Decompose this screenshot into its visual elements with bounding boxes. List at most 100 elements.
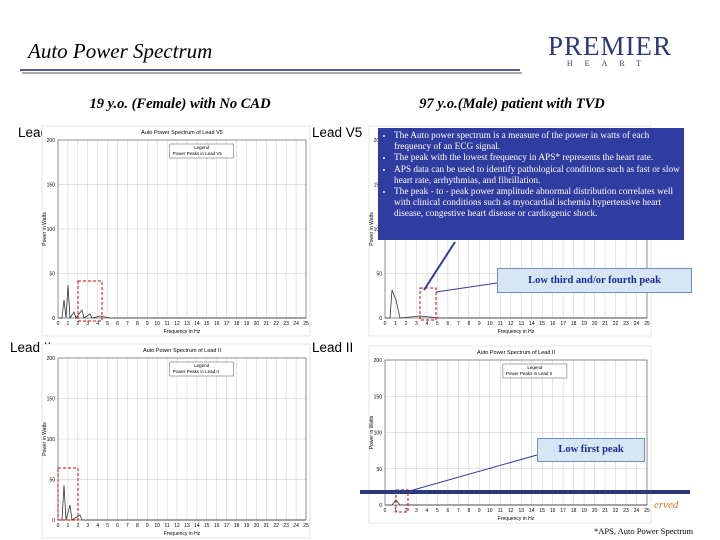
x-tick-label: 6 bbox=[116, 523, 119, 529]
legend-entry: Power Peaks in Lead V5 bbox=[173, 151, 223, 156]
x-tick-label: 5 bbox=[436, 508, 439, 514]
x-tick-label: 11 bbox=[165, 523, 170, 529]
chart-title: Auto Power Spectrum of Lead V5 bbox=[141, 130, 223, 136]
x-tick-label: 3 bbox=[415, 508, 418, 514]
y-tick-label: 50 bbox=[49, 272, 55, 278]
y-tick-label: 200 bbox=[47, 138, 56, 144]
x-tick-label: 16 bbox=[214, 523, 220, 529]
x-tick-label: 23 bbox=[623, 508, 629, 514]
x-tick-label: 24 bbox=[293, 321, 299, 327]
x-tick-label: 22 bbox=[273, 321, 279, 327]
y-tick-label: 100 bbox=[47, 437, 56, 443]
spectrum-curve bbox=[58, 484, 306, 521]
x-tick-label: 9 bbox=[478, 508, 481, 514]
x-tick-label: 16 bbox=[214, 321, 220, 327]
x-tick-label: 17 bbox=[560, 508, 566, 514]
x-tick-label: 0 bbox=[57, 523, 60, 529]
x-tick-label: 4 bbox=[96, 321, 99, 327]
x-tick-label: 7 bbox=[457, 321, 460, 327]
x-tick-label: 18 bbox=[571, 321, 577, 327]
x-tick-label: 12 bbox=[508, 508, 514, 514]
rights: erved bbox=[654, 499, 679, 511]
x-tick-label: 5 bbox=[436, 321, 439, 327]
y-tick-label: 150 bbox=[374, 183, 383, 189]
y-tick-label: 50 bbox=[49, 478, 55, 484]
x-tick-label: 18 bbox=[234, 321, 240, 327]
x-tick-label: 2 bbox=[76, 523, 79, 529]
x-tick-label: 22 bbox=[613, 321, 619, 327]
x-tick-label: 2 bbox=[405, 321, 408, 327]
y-axis-label: Power in Watts bbox=[369, 415, 375, 449]
x-tick-label: 6 bbox=[446, 508, 449, 514]
x-tick-label: 11 bbox=[165, 321, 170, 327]
bullet: The Auto power spectrum is a measure of … bbox=[394, 131, 680, 153]
lead-label: Lead II bbox=[10, 340, 51, 355]
y-axis-label: Power in Watts bbox=[42, 422, 48, 456]
pointer bbox=[423, 241, 456, 291]
x-tick-label: 8 bbox=[467, 321, 470, 327]
bullet: The peak - to - peak power amplitude abn… bbox=[394, 187, 680, 221]
plot-area bbox=[41, 343, 311, 539]
x-tick-label: 3 bbox=[415, 321, 418, 327]
x-tick-label: 22 bbox=[273, 523, 279, 529]
highlight bbox=[57, 467, 79, 521]
x-tick-label: 8 bbox=[136, 321, 139, 327]
x-axis-label: Frequency in Hz bbox=[498, 329, 535, 335]
legend-title: Legend bbox=[527, 365, 543, 370]
x-tick-label: 25 bbox=[644, 508, 650, 514]
bullet: APS data can be used to identify patholo… bbox=[394, 165, 680, 187]
x-tick-label: 10 bbox=[487, 321, 493, 327]
logo: PREMIER bbox=[548, 31, 672, 61]
x-tick-label: 9 bbox=[478, 321, 481, 327]
x-tick-label: 13 bbox=[184, 523, 190, 529]
x-tick-label: 20 bbox=[254, 321, 260, 327]
x-tick-label: 25 bbox=[303, 321, 309, 327]
x-tick-label: 18 bbox=[571, 508, 577, 514]
highlight bbox=[77, 280, 103, 322]
x-tick-label: 4 bbox=[426, 321, 429, 327]
x-tick-label: 22 bbox=[613, 508, 619, 514]
x-tick-label: 23 bbox=[623, 321, 629, 327]
y-tick-label: 150 bbox=[47, 183, 56, 189]
x-tick-label: 13 bbox=[184, 321, 190, 327]
x-axis-label: Frequency in Hz bbox=[498, 516, 535, 522]
legend bbox=[169, 361, 234, 377]
y-tick-label: 0 bbox=[379, 503, 382, 509]
pointer bbox=[435, 282, 498, 293]
x-tick-label: 15 bbox=[204, 523, 210, 529]
x-tick-label: 20 bbox=[592, 321, 598, 327]
x-tick-label: 10 bbox=[487, 508, 493, 514]
x-tick-label: 23 bbox=[283, 321, 289, 327]
legend-entry: Power Peaks in Lead II bbox=[173, 369, 219, 374]
x-tick-label: 13 bbox=[518, 321, 524, 327]
x-tick-label: 25 bbox=[303, 523, 309, 529]
x-tick-label: 14 bbox=[529, 321, 535, 327]
x-tick-label: 20 bbox=[254, 523, 260, 529]
x-tick-label: 25 bbox=[644, 321, 650, 327]
x-tick-label: 20 bbox=[592, 508, 598, 514]
footnote: *APS, Auto Power Spectrum bbox=[594, 526, 694, 536]
x-tick-label: 19 bbox=[581, 321, 587, 327]
x-tick-label: 15 bbox=[539, 508, 545, 514]
x-tick-label: 17 bbox=[224, 321, 230, 327]
x-tick-label: 9 bbox=[146, 523, 149, 529]
x-axis-label: Frequency in Hz bbox=[164, 531, 201, 537]
x-tick-label: 4 bbox=[426, 508, 429, 514]
chart-title: Auto Power Spectrum of Lead II bbox=[477, 350, 555, 356]
bullets: The Auto power spectrum is a measure of … bbox=[382, 131, 680, 221]
lead-label: Lead II bbox=[312, 340, 353, 355]
x-tick-label: 1 bbox=[67, 523, 70, 529]
x-tick-label: 19 bbox=[244, 321, 250, 327]
pointer bbox=[405, 454, 538, 493]
spectrum-curve bbox=[385, 289, 647, 319]
y-tick-label: 0 bbox=[379, 316, 382, 322]
y-tick-label: 150 bbox=[47, 397, 56, 403]
x-tick-label: 15 bbox=[539, 321, 545, 327]
y-tick-label: 200 bbox=[374, 358, 383, 364]
x-tick-label: 14 bbox=[529, 508, 535, 514]
y-tick-label: 100 bbox=[374, 227, 383, 233]
column-caption: 19 y.o. (Female) with No CAD bbox=[89, 96, 271, 112]
x-tick-label: 18 bbox=[234, 523, 240, 529]
y-axis-label: Power in Watts bbox=[369, 212, 375, 246]
label-box: Low third and/or fourth peak bbox=[497, 268, 692, 293]
